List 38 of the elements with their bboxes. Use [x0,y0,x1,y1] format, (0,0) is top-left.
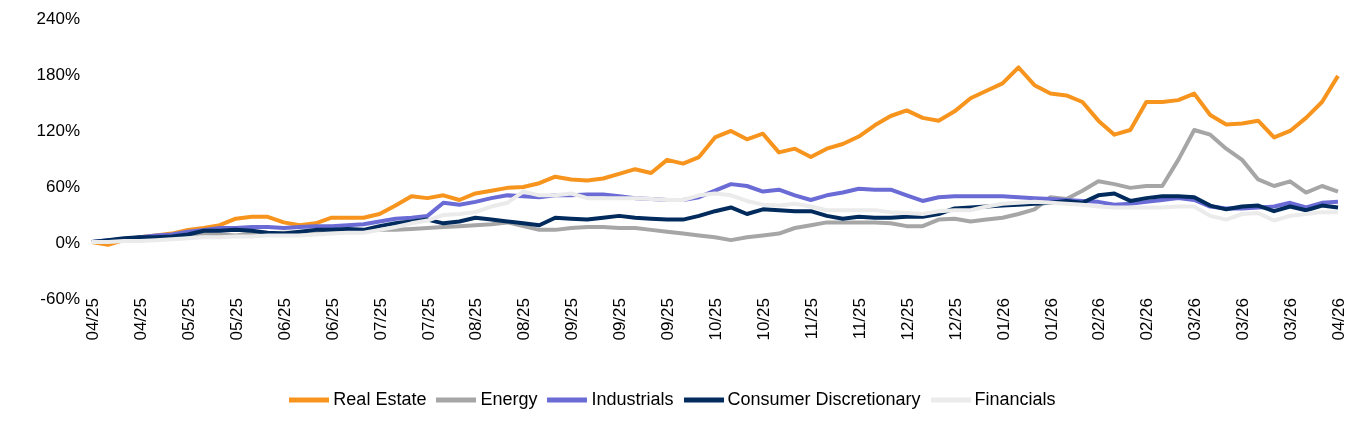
x-tick-label: 03/26 [1281,298,1301,341]
x-tick-label: 07/25 [370,298,390,341]
y-tick-label: 240% [36,9,80,29]
y-tick-label: 0% [55,233,80,253]
x-tick-label: 08/25 [466,298,486,341]
legend-label: Consumer Discretionary [727,388,921,409]
y-tick-label: 180% [36,65,80,85]
legend-label: Real Estate [333,388,427,409]
x-tick-label: 06/25 [274,298,294,341]
x-tick-label: 02/26 [1089,298,1109,341]
y-tick-label: -60% [40,289,80,309]
x-tick-label: 09/25 [562,298,582,341]
x-tick-label: 05/25 [178,298,198,341]
x-tick-label: 11/25 [849,298,869,340]
x-tick-label: 03/26 [1233,298,1253,341]
x-tick-label: 05/25 [226,298,246,341]
x-tick-label: 09/25 [610,298,630,341]
x-tick-label: 08/25 [514,298,534,341]
x-tick-label: 04/25 [83,298,103,341]
x-tick-label: 10/25 [753,298,773,341]
x-tick-label: 03/26 [1185,298,1205,341]
legend-label: Industrials [591,388,674,409]
x-tick-label: 01/26 [1041,298,1061,341]
x-tick-label: 11/25 [801,298,821,340]
legend-label: Financials [974,388,1056,409]
x-tick-label: 02/26 [1137,298,1157,341]
x-tick-label: 01/26 [993,298,1013,341]
x-tick-label: 04/26 [1329,298,1349,341]
legend-label: Energy [480,388,538,409]
y-tick-label: 60% [45,177,80,197]
x-tick-label: 12/25 [945,298,965,341]
x-tick-label: 06/25 [322,298,342,341]
y-tick-label: 120% [36,121,80,141]
x-tick-label: 04/25 [130,298,150,341]
x-tick-label: 10/25 [706,298,726,341]
x-tick-label: 09/25 [658,298,678,341]
x-tick-label: 07/25 [418,298,438,341]
x-tick-label: 12/25 [897,298,917,341]
